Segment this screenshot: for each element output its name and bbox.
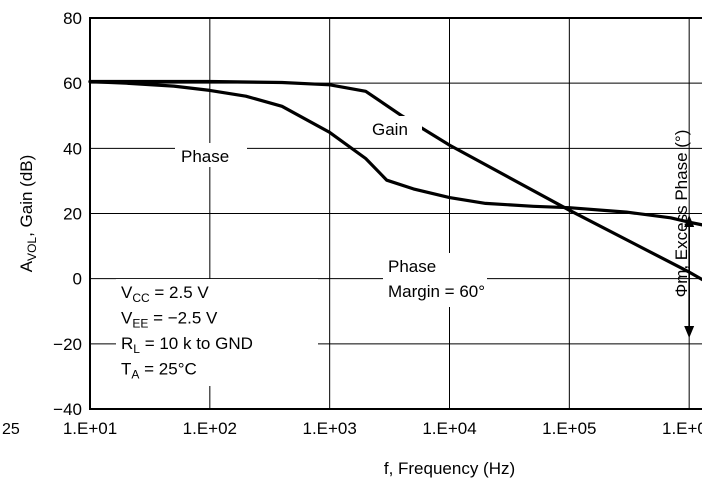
series-line-phase	[88, 80, 702, 227]
condition-line: VEE = −2.5 V	[121, 309, 218, 331]
left-axis-label: AVOL, Gain (dB)	[17, 155, 39, 273]
gain-label: Gain	[372, 120, 408, 139]
x-tick-label: 1.E+04	[422, 419, 476, 438]
x-axis-label: f, Frequency (Hz)	[384, 459, 515, 478]
left-tick-label: 40	[63, 139, 82, 158]
series-line-gain	[88, 79, 702, 282]
left-tick-label: −20	[53, 335, 82, 354]
condition-line: TA = 25°C	[121, 360, 197, 382]
phase-margin-bg	[383, 253, 487, 307]
phase-label: Phase	[181, 147, 229, 166]
left-tick-label: 60	[63, 74, 82, 93]
left-tick-label: 20	[63, 205, 82, 224]
left-tick-label: 0	[73, 270, 82, 289]
condition-line: RL = 10 k to GND	[121, 334, 253, 356]
phase-margin-arrow-head-up	[684, 214, 695, 227]
edge-fragment: 25	[2, 421, 20, 438]
x-tick-label: 1.E+05	[542, 419, 596, 438]
x-tick-label: 1.E+06	[662, 419, 702, 438]
conditions-bg	[116, 279, 318, 386]
condition-line: VCC = 2.5 V	[121, 283, 209, 305]
left-tick-label: 80	[63, 9, 82, 28]
left-tick-label: −40	[53, 400, 82, 419]
right-axis-label: Φm, Excess Phase (°)	[672, 130, 691, 298]
phase-margin-line2: Margin = 60°	[388, 282, 485, 301]
phase-margin-arrow-head-down	[684, 326, 695, 339]
phase-margin-line1: Phase	[388, 257, 436, 276]
x-tick-label: 1.E+01	[63, 419, 117, 438]
plot-frame	[89, 17, 702, 410]
x-tick-label: 1.E+02	[183, 419, 237, 438]
x-tick-label: 1.E+03	[302, 419, 356, 438]
phase-label-bg	[175, 143, 247, 167]
gain-label-bg	[368, 116, 422, 140]
